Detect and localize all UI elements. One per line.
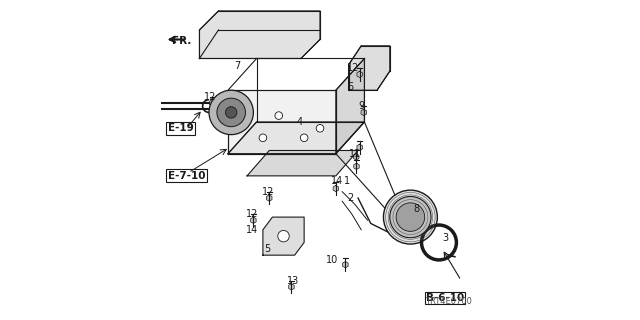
Circle shape <box>209 90 253 135</box>
Polygon shape <box>357 71 362 77</box>
Text: 14: 14 <box>332 176 344 186</box>
Text: 4: 4 <box>296 117 303 127</box>
Circle shape <box>275 112 283 119</box>
Polygon shape <box>333 185 339 192</box>
Circle shape <box>396 203 425 231</box>
Text: 6: 6 <box>347 82 353 92</box>
Polygon shape <box>251 217 256 223</box>
Text: E-7-10: E-7-10 <box>168 171 205 181</box>
Text: 1: 1 <box>344 176 350 186</box>
Polygon shape <box>228 122 364 154</box>
Polygon shape <box>228 90 336 154</box>
Text: 12: 12 <box>347 63 360 73</box>
Text: 12: 12 <box>262 187 274 197</box>
Text: 14: 14 <box>246 225 258 235</box>
Polygon shape <box>349 46 390 90</box>
Polygon shape <box>361 109 367 116</box>
Text: B-6-10: B-6-10 <box>426 293 465 303</box>
Text: FR.: FR. <box>172 36 192 46</box>
Text: 11: 11 <box>349 149 361 159</box>
Circle shape <box>278 230 289 242</box>
Polygon shape <box>266 195 272 201</box>
Text: 10: 10 <box>326 255 338 265</box>
Polygon shape <box>353 154 359 160</box>
Text: 9: 9 <box>358 101 364 111</box>
Polygon shape <box>342 261 348 268</box>
Text: 12: 12 <box>204 92 217 101</box>
Circle shape <box>316 124 324 132</box>
Text: 3: 3 <box>442 233 449 243</box>
Text: 7: 7 <box>234 61 241 71</box>
Polygon shape <box>247 150 358 176</box>
Polygon shape <box>354 163 359 170</box>
Text: 8: 8 <box>413 204 420 214</box>
Polygon shape <box>357 144 362 150</box>
Circle shape <box>217 98 246 127</box>
Text: 2: 2 <box>347 193 353 203</box>
Polygon shape <box>263 217 304 255</box>
Polygon shape <box>209 100 215 106</box>
Circle shape <box>300 134 308 142</box>
Circle shape <box>259 134 267 142</box>
Text: 5: 5 <box>264 244 271 254</box>
Circle shape <box>225 107 237 118</box>
Text: 13: 13 <box>287 276 299 285</box>
Text: E-19: E-19 <box>168 123 193 133</box>
Polygon shape <box>336 59 364 154</box>
Polygon shape <box>200 11 320 59</box>
Circle shape <box>390 196 431 238</box>
Text: 12: 12 <box>246 209 258 219</box>
Text: TRT4E0700: TRT4E0700 <box>426 297 472 306</box>
Polygon shape <box>289 284 294 290</box>
Circle shape <box>383 190 437 244</box>
